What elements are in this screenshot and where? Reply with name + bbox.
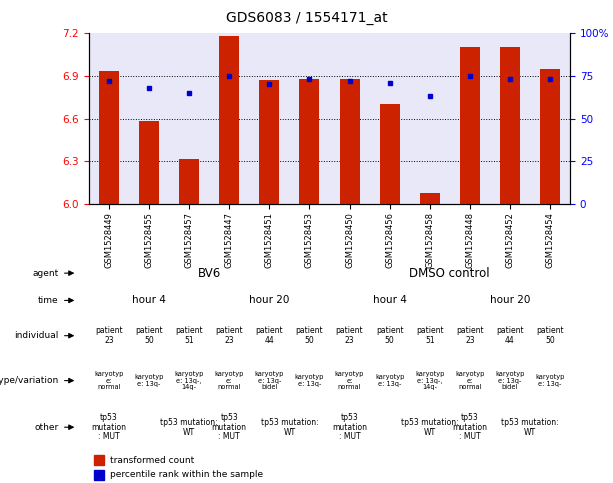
Text: tp53
mutation
: MUT: tp53 mutation : MUT — [211, 413, 247, 441]
Bar — [139, 121, 159, 204]
Bar — [99, 71, 119, 204]
Text: tp53
mutation
: MUT: tp53 mutation : MUT — [332, 413, 367, 441]
Text: patient
51: patient 51 — [416, 327, 444, 345]
Text: GDS6083 / 1554171_at: GDS6083 / 1554171_at — [226, 11, 387, 25]
Bar — [460, 47, 480, 204]
Text: percentile rank within the sample: percentile rank within the sample — [110, 470, 263, 479]
Text: transformed count: transformed count — [110, 455, 194, 465]
Text: karyotyp
e: 13q-: karyotyp e: 13q- — [295, 374, 324, 387]
Text: hour 4: hour 4 — [373, 296, 406, 305]
Text: patient
50: patient 50 — [536, 327, 564, 345]
Bar — [340, 79, 360, 204]
Text: karyotyp
e: 13q-,
14q-: karyotyp e: 13q-, 14q- — [415, 371, 444, 390]
Text: patient
50: patient 50 — [295, 327, 323, 345]
Text: patient
23: patient 23 — [215, 327, 243, 345]
Text: karyotyp
e:
normal: karyotyp e: normal — [215, 371, 244, 390]
Text: time: time — [38, 296, 58, 305]
Text: BV6: BV6 — [197, 267, 221, 280]
Text: patient
44: patient 44 — [496, 327, 524, 345]
Bar — [94, 470, 104, 480]
Text: hour 20: hour 20 — [249, 296, 289, 305]
Bar — [219, 36, 239, 204]
Text: other: other — [34, 423, 58, 432]
Text: karyotyp
e: 13q-: karyotyp e: 13q- — [134, 374, 164, 387]
Bar — [259, 80, 280, 204]
Text: karyotyp
e: 13q-: karyotyp e: 13q- — [535, 374, 565, 387]
Text: karyotyp
e: 13q-,
14q-: karyotyp e: 13q-, 14q- — [175, 371, 204, 390]
Text: patient
23: patient 23 — [456, 327, 484, 345]
Text: patient
50: patient 50 — [135, 327, 163, 345]
Text: patient
44: patient 44 — [256, 327, 283, 345]
Text: karyotyp
e:
normal: karyotyp e: normal — [335, 371, 364, 390]
Text: patient
50: patient 50 — [376, 327, 403, 345]
Bar — [420, 193, 440, 204]
Text: patient
23: patient 23 — [95, 327, 123, 345]
Bar — [500, 47, 520, 204]
Bar — [540, 69, 560, 204]
Text: tp53
mutation
: MUT: tp53 mutation : MUT — [452, 413, 487, 441]
Text: patient
51: patient 51 — [175, 327, 203, 345]
Text: agent: agent — [32, 269, 58, 278]
Bar — [299, 79, 319, 204]
Bar — [379, 104, 400, 204]
Text: karyotyp
e: 13q-: karyotyp e: 13q- — [375, 374, 405, 387]
Text: tp53 mutation:
WT: tp53 mutation: WT — [401, 418, 459, 437]
Bar — [179, 158, 199, 204]
Text: karyotyp
e: 13q-
bidel: karyotyp e: 13q- bidel — [254, 371, 284, 390]
Text: karyotyp
e:
normal: karyotyp e: normal — [94, 371, 124, 390]
Text: karyotyp
e: 13q-
bidel: karyotyp e: 13q- bidel — [495, 371, 525, 390]
Text: tp53
mutation
: MUT: tp53 mutation : MUT — [91, 413, 126, 441]
Text: tp53 mutation:
WT: tp53 mutation: WT — [261, 418, 318, 437]
Text: genotype/variation: genotype/variation — [0, 376, 58, 385]
Text: hour 20: hour 20 — [490, 296, 530, 305]
Bar — [94, 455, 104, 465]
Text: individual: individual — [14, 331, 58, 340]
Text: karyotyp
e:
normal: karyotyp e: normal — [455, 371, 484, 390]
Text: hour 4: hour 4 — [132, 296, 166, 305]
Text: patient
23: patient 23 — [336, 327, 364, 345]
Text: DMSO control: DMSO control — [409, 267, 490, 280]
Text: tp53 mutation:
WT: tp53 mutation: WT — [501, 418, 559, 437]
Text: tp53 mutation:
WT: tp53 mutation: WT — [161, 418, 218, 437]
